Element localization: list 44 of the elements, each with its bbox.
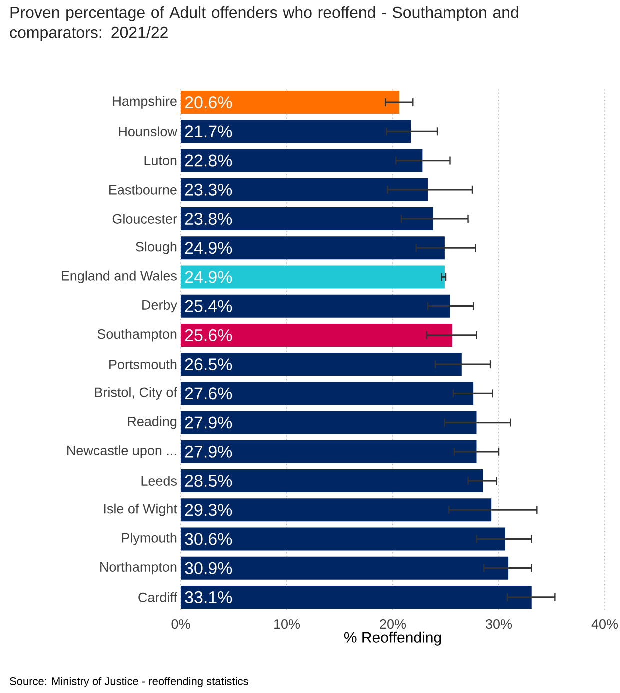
y-tick-label: Leeds bbox=[142, 476, 177, 486]
data-label: 25.4% bbox=[185, 300, 232, 312]
y-tick-label: Luton bbox=[144, 156, 177, 166]
x-tick-label: 20% bbox=[380, 620, 406, 630]
data-label: 26.5% bbox=[185, 358, 232, 371]
y-tick-label: Hounslow bbox=[119, 126, 178, 137]
y-tick-label: Portsmouth bbox=[110, 360, 177, 370]
y-tick-label: Southampton bbox=[98, 329, 177, 342]
x-tick-label: 30% bbox=[486, 620, 512, 630]
y-tick-label: Cardiff bbox=[138, 592, 178, 602]
y-tick-label: Derby bbox=[142, 300, 178, 313]
y-tick-label: Reading bbox=[128, 416, 177, 430]
y-tick-label: Gloucester bbox=[112, 214, 178, 224]
data-label: 29.3% bbox=[185, 504, 232, 516]
x-axis-title: % Reoffending bbox=[344, 632, 442, 646]
x-tick-label: 0% bbox=[172, 620, 190, 630]
data-label: 23.3% bbox=[185, 184, 232, 196]
data-label: 24.9% bbox=[185, 271, 232, 284]
y-tick-label: Bristol, City of bbox=[95, 387, 178, 400]
y-tick-label: Isle of Wight bbox=[104, 504, 178, 516]
data-label: 25.6% bbox=[185, 329, 232, 342]
data-label: 30.6% bbox=[185, 533, 232, 546]
data-label: 20.6% bbox=[185, 96, 232, 109]
y-tick-label: Eastbourne bbox=[110, 184, 177, 195]
y-tick-label: Hampshire bbox=[113, 96, 177, 109]
data-label: 28.5% bbox=[185, 474, 232, 488]
y-tick-label: Northampton bbox=[100, 562, 177, 575]
y-tick-label: Slough bbox=[136, 242, 177, 254]
data-label: 24.9% bbox=[185, 242, 232, 254]
x-tick-label: 40% bbox=[592, 620, 618, 630]
data-label: 30.9% bbox=[185, 562, 232, 574]
y-tick-label: Newcastle upon ... bbox=[68, 446, 176, 458]
data-label: 21.7% bbox=[185, 126, 232, 138]
data-label: 27.9% bbox=[185, 416, 232, 429]
y-tick-label: Plymouth bbox=[122, 532, 177, 546]
x-tick-label: 10% bbox=[274, 620, 300, 630]
source-note: Source: Ministry of Justice - reoffending statistics bbox=[10, 677, 248, 688]
data-label: 27.6% bbox=[185, 388, 232, 400]
data-label: 23.8% bbox=[185, 212, 232, 226]
chart-title: Proven percentage of Adult offenders who reoffend - Southampton and comparators: 2021/22 bbox=[10, 6, 518, 42]
y-tick-label: England and Wales bbox=[62, 270, 177, 284]
data-label: 27.9% bbox=[185, 446, 232, 458]
data-label: 33.1% bbox=[185, 591, 232, 604]
data-label: 22.8% bbox=[185, 154, 232, 167]
